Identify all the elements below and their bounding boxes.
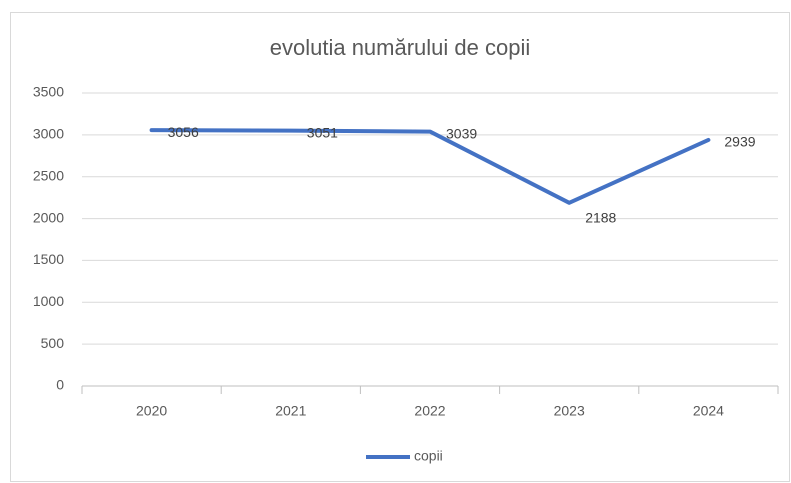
chart-border: [10, 12, 790, 482]
y-tick-label: 3000: [33, 126, 64, 142]
data-label: 3039: [446, 125, 477, 141]
data-label: 3056: [168, 124, 199, 140]
x-tick-label: 2021: [275, 403, 306, 419]
y-tick-label: 2000: [33, 209, 64, 225]
y-tick-label: 1000: [33, 293, 64, 309]
data-label: 3051: [307, 124, 338, 140]
legend-label: copii: [414, 448, 443, 464]
y-tick-label: 3500: [33, 84, 64, 100]
y-tick-label: 2500: [33, 167, 64, 183]
x-tick-label: 2023: [554, 403, 585, 419]
x-tick-label: 2022: [414, 403, 445, 419]
y-tick-label: 1500: [33, 251, 64, 267]
chart-title: evolutia numărului de copii: [270, 35, 531, 60]
y-tick-label: 500: [41, 335, 65, 351]
line-series: [149, 128, 711, 205]
x-tick-label: 2024: [693, 403, 724, 419]
y-tick-label: 0: [56, 377, 64, 393]
data-label: 2939: [724, 134, 755, 150]
x-tick-label: 2020: [136, 403, 167, 419]
data-label: 2188: [585, 210, 616, 226]
